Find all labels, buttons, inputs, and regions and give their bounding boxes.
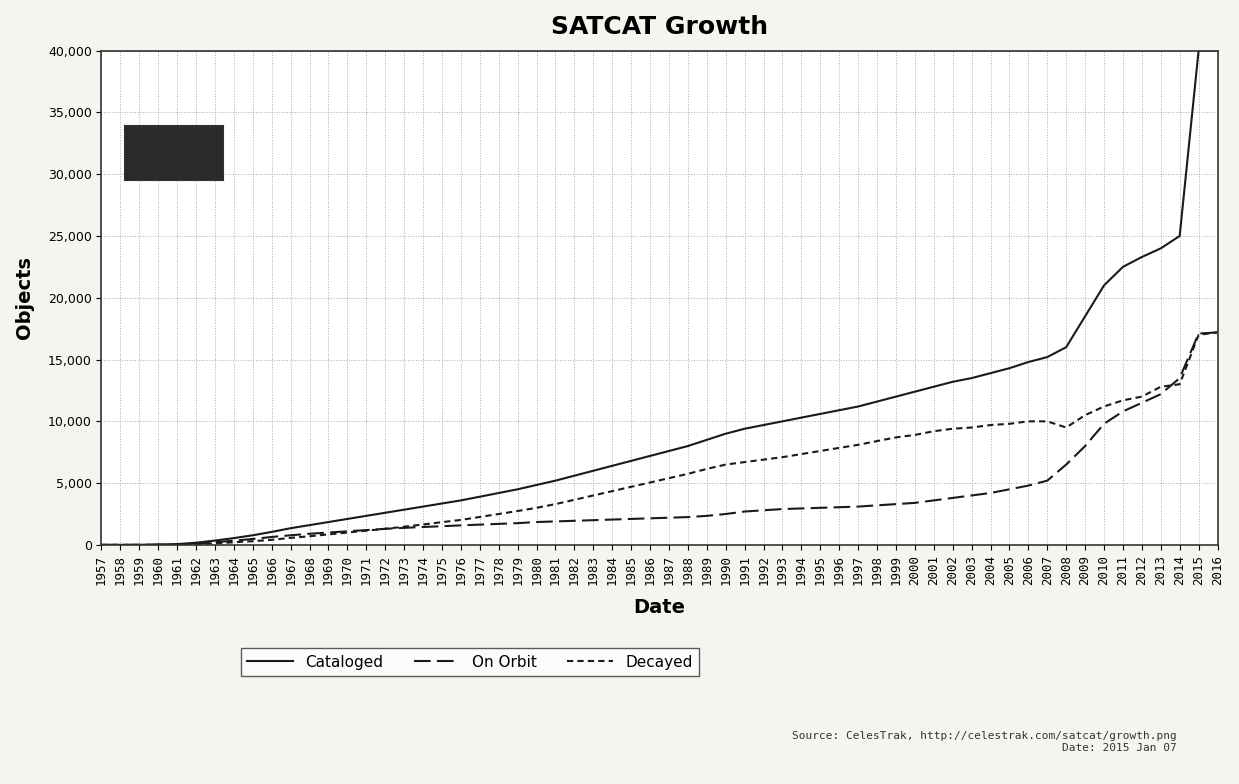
On Orbit [794,504,809,514]
Cataloged [453,495,468,505]
On Orbit [1211,328,1225,337]
Line: On Orbit: On Orbit [102,332,1218,545]
Cataloged [94,540,109,550]
Cataloged [472,492,487,502]
Cataloged [415,502,430,511]
Cataloged [1211,46,1225,56]
Decayed [1211,328,1225,337]
Line: Decayed: Decayed [102,332,1218,545]
On Orbit [472,520,487,529]
Decayed [94,540,109,550]
Cataloged [794,413,809,423]
Y-axis label: Objects: Objects [15,256,33,339]
On Orbit [453,521,468,530]
Decayed [472,512,487,521]
On Orbit [94,540,109,550]
Cataloged [284,524,299,533]
Decayed [415,520,430,529]
X-axis label: Date: Date [633,598,685,618]
On Orbit [415,522,430,532]
Decayed [284,533,299,543]
Title: SATCAT Growth: SATCAT Growth [551,15,768,39]
Decayed [378,524,393,534]
Cataloged [378,508,393,517]
Legend: Cataloged, On Orbit, Decayed: Cataloged, On Orbit, Decayed [240,648,699,676]
Text: Source: CelesTrak, http://celestrak.com/satcat/growth.png
Date: 2015 Jan 07: Source: CelesTrak, http://celestrak.com/… [792,731,1177,753]
Decayed [794,449,809,459]
Decayed [453,515,468,524]
On Orbit [378,524,393,534]
Line: Cataloged: Cataloged [102,51,1218,545]
Cataloged [1191,46,1206,56]
On Orbit [284,531,299,540]
